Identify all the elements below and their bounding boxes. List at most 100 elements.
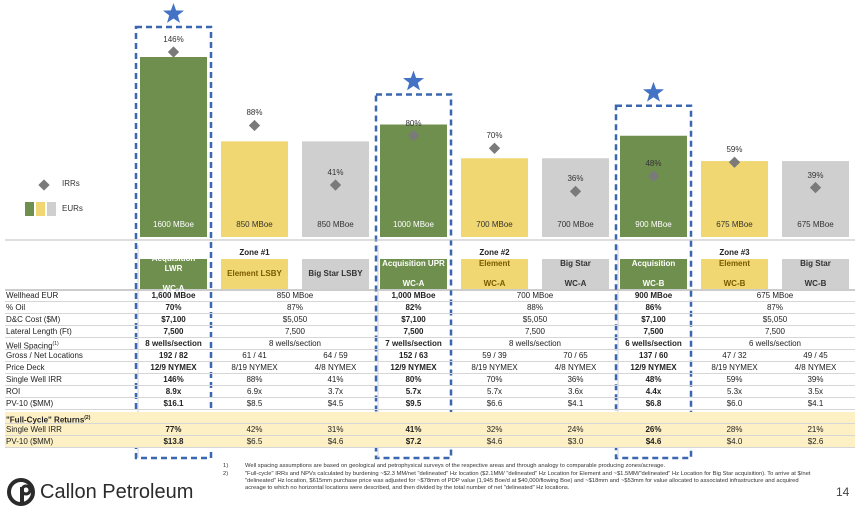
irr-data-label: 59% xyxy=(726,145,743,155)
column-header: Acquisition UPR WC-A xyxy=(380,259,447,289)
table-cell: 675 MBoe xyxy=(756,291,794,300)
table-cell: 700 MBoe xyxy=(516,291,554,300)
footnote-2-text: "Full-cycle" IRRs and NPVs calculated by… xyxy=(245,471,811,491)
fullcycle-header-row: "Full-Cycle" Returns(2) xyxy=(5,412,855,425)
eur-data-label: 900 MBoe xyxy=(635,220,672,229)
table-cell: 32% xyxy=(486,425,503,434)
column-header-line1: Acquisition UPR xyxy=(382,259,445,268)
table-cell: $6.8 xyxy=(645,399,662,408)
irr-diamond xyxy=(329,179,342,191)
eur-bar xyxy=(701,161,768,237)
footnote-1-text: Well spacing assumptions are based on ge… xyxy=(245,463,666,469)
table-cell: 7,500 xyxy=(524,327,546,336)
company-name: Callon Petroleum xyxy=(40,481,194,503)
irr-data-label: 39% xyxy=(807,170,824,180)
irr-diamond xyxy=(407,129,420,142)
table-cell: 137 / 60 xyxy=(639,351,668,360)
irr-diamond xyxy=(647,170,660,182)
column-header-line1: Element xyxy=(718,259,751,268)
column-header-line2: WC-B xyxy=(723,279,746,288)
table-cell: 47 / 32 xyxy=(722,351,747,360)
table-cell: 6 wells/section xyxy=(625,339,682,348)
column-header-line2: WC-A xyxy=(483,279,506,288)
table-cell: 7,500 xyxy=(163,327,184,336)
column-header-line1: Big Star LSBY xyxy=(308,269,363,278)
table-cell: 59 / 39 xyxy=(482,351,507,360)
table-cell: 26% xyxy=(645,425,662,434)
table-cell: 8 wells/section xyxy=(145,339,202,348)
legend-eur-bigstar-swatch xyxy=(47,202,56,216)
column-header-line2: WC-A xyxy=(564,279,587,288)
irr-data-label: 70% xyxy=(486,131,503,141)
table-cell: 12/9 NYMEX xyxy=(390,363,437,372)
company-logo xyxy=(7,478,37,506)
table-cell: 70% xyxy=(165,303,182,312)
table-cell: 3.5x xyxy=(807,387,824,396)
table-cell: $4.6 xyxy=(486,437,503,446)
table-cell: 5.7x xyxy=(405,387,422,396)
column-header-line1: Element LSBY xyxy=(227,269,282,278)
column-header: Element WC-A xyxy=(461,259,528,289)
table-cell: 5.3x xyxy=(726,387,743,396)
table-cell: $5,050 xyxy=(762,315,788,324)
table-cell: 6.9x xyxy=(246,387,263,396)
column-header: Big Star LSBY xyxy=(302,259,369,289)
fullcycle-header: "Full-Cycle" Returns(2) xyxy=(6,415,91,425)
table-cell: 39% xyxy=(807,375,824,384)
table-cell: 59% xyxy=(726,375,743,384)
table-cell: 8 wells/section xyxy=(508,339,562,348)
legend-irr-diamond-icon xyxy=(38,179,50,191)
star-icon xyxy=(403,70,424,91)
column-header-line1: Acquisition LWR xyxy=(151,254,196,273)
table-cell: 28% xyxy=(726,425,743,434)
row-label: Price Deck xyxy=(6,363,45,372)
eur-data-label: 700 MBoe xyxy=(476,220,513,229)
irr-data-label: 80% xyxy=(405,118,422,128)
table-cell: $4.6 xyxy=(645,437,662,446)
eur-data-label: 850 MBoe xyxy=(317,220,354,229)
table-cell: 24% xyxy=(567,425,584,434)
row-label: Lateral Length (Ft) xyxy=(6,327,72,336)
irr-diamond xyxy=(728,156,741,168)
table-cell: 41% xyxy=(405,425,422,434)
table-cell: 80% xyxy=(405,375,422,384)
table-cell: $6.0 xyxy=(726,399,743,408)
eur-data-label: 850 MBoe xyxy=(236,220,273,229)
eur-data-label: 1000 MBoe xyxy=(393,220,434,229)
irr-data-label: 88% xyxy=(246,108,263,118)
footnote-1-number: 1) xyxy=(223,463,229,469)
table-row: Wellhead EUR 1,600 MBoe 850 MBoe 1,000 MBoe… xyxy=(5,290,855,302)
column-header: Acquisition LWR WC-A xyxy=(140,254,207,293)
table-cell: 4/8 NYMEX xyxy=(314,363,357,372)
table-cell: 1,000 MBoe xyxy=(391,291,436,300)
row-label: PV-10 ($MM) xyxy=(6,399,54,408)
table-cell: $8.5 xyxy=(246,399,263,408)
table-cell: 7,500 xyxy=(403,327,424,336)
column-header-line2: WC-A xyxy=(402,279,425,288)
highlight-box xyxy=(374,93,453,460)
irr-data-label: 146% xyxy=(163,35,184,44)
eur-bar xyxy=(221,141,288,237)
table-cell: 8/19 NYMEX xyxy=(471,363,518,372)
fullcycle-row: PV-10 ($MM) $13.8 $6.5 $4.6 $7.2 $4.6 $3.0 $4.6… xyxy=(5,436,855,448)
row-label: Wellhead EUR xyxy=(6,291,59,300)
irr-data-label: 41% xyxy=(327,168,344,178)
table-cell: 31% xyxy=(327,425,344,434)
table-cell: 8 wells/section xyxy=(268,339,322,348)
zone-title: Zone #2 xyxy=(479,248,510,257)
table-cell: $5,050 xyxy=(522,315,548,324)
irr-diamond xyxy=(809,181,822,194)
table-cell: $7,100 xyxy=(401,315,426,324)
callon-logo-icon xyxy=(7,478,35,506)
star-icon xyxy=(163,3,184,23)
table-cell: 4/8 NYMEX xyxy=(554,363,597,372)
table-cell: $3.0 xyxy=(567,437,584,446)
table-cell: $2.6 xyxy=(807,437,824,446)
eur-data-label: 675 MBoe xyxy=(797,220,834,229)
column-header-line2: WC-B xyxy=(642,279,665,288)
table-cell: 1,600 MBoe xyxy=(151,291,196,300)
row-label: Single Well IRR xyxy=(6,375,62,384)
highlight-box xyxy=(134,25,213,460)
table-cell: $6.6 xyxy=(486,399,503,408)
table-row: Well Spacing(1) 8 wells/section 8 wells/se… xyxy=(5,338,855,351)
